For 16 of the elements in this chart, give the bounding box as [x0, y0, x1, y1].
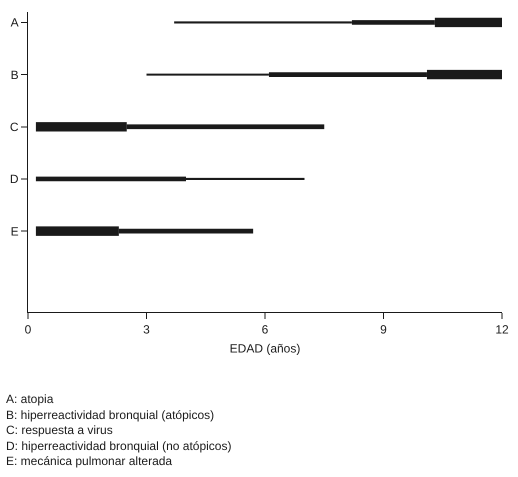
text: A: atopia: [6, 392, 54, 406]
y-tick-label: E: [10, 224, 19, 238]
text: B: hiperreactividad bronquial (atópicos): [6, 408, 214, 422]
y-tick-label: B: [10, 68, 19, 82]
x-tick-label: 6: [262, 322, 269, 336]
text: D: hiperreactividad bronquial (no atópicos): [6, 439, 232, 453]
text: E: mecánica pulmonar alterada: [6, 454, 172, 468]
y-tick-label: A: [10, 16, 19, 30]
x-tick-label: 3: [143, 322, 150, 336]
y-tick-label: D: [10, 172, 19, 186]
x-tick-label: 12: [495, 322, 509, 336]
x-axis-title: EDAD (años): [230, 341, 300, 356]
x-tick-label: 0: [24, 322, 32, 336]
y-tick-label: C: [10, 120, 19, 134]
x-tick-label: 9: [380, 322, 388, 336]
text: C: respuesta a virus: [6, 423, 113, 437]
